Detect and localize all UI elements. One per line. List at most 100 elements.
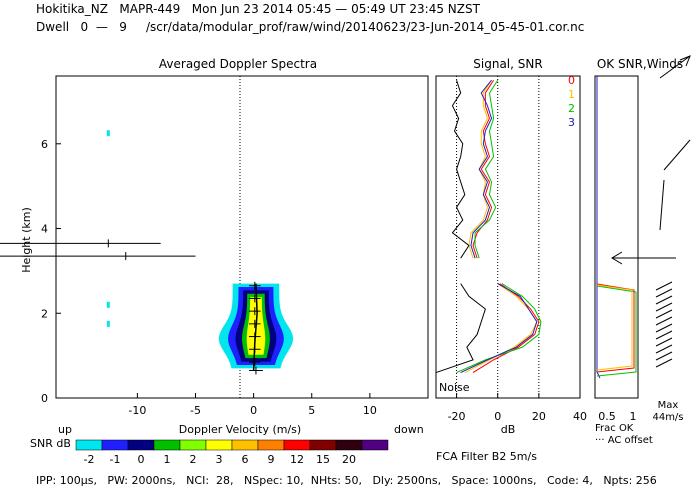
colorbar-label-4: 2: [190, 453, 197, 466]
colorbar-label-8: 12: [290, 453, 304, 466]
frac-ok-beam1: [596, 284, 633, 371]
colorbar-bin-7: [257, 439, 285, 451]
x-axis-title: Doppler Velocity (m/s): [179, 423, 301, 436]
frac-ok-left: [596, 282, 601, 379]
snr-axis-ticks: -20 0 20 40: [448, 393, 587, 423]
max-label: Max: [658, 400, 679, 411]
wind-barb-9: [655, 344, 673, 354]
beam-legend-0: 0: [568, 74, 575, 87]
beam-legend-2: 2: [568, 102, 575, 115]
y-tick-label-0: 0: [41, 392, 48, 405]
frac-ok-beam0: [596, 283, 635, 373]
winds-frame: [594, 75, 639, 399]
echo-speck-0: [106, 130, 110, 137]
down-label: down: [394, 423, 424, 436]
colorbar-bin-8: [283, 439, 311, 451]
snr-series-1-0: [464, 283, 538, 374]
colorbar-bin-6: [231, 439, 259, 451]
colorbar-bin-4: [179, 439, 207, 451]
x-tick-label-3: 5: [308, 404, 315, 417]
wind-barb-3: [655, 302, 673, 312]
spectra-wind-markers: [0, 239, 263, 375]
colorbar-bin-11: [361, 439, 389, 451]
snr-x-label: dB: [501, 423, 516, 436]
max-value: 44m/s: [652, 412, 683, 423]
colorbar-title: SNR dB: [30, 437, 71, 450]
colorbar-label-3: 1: [164, 453, 171, 466]
x-tick-label-0: -10: [128, 404, 146, 417]
header-line-2: Dwell 0 — 9 /scr/data/modular_prof/raw/w…: [36, 20, 585, 34]
up-label: up: [58, 423, 72, 436]
colorbar-label-5: 3: [216, 453, 223, 466]
winds-tick-1: 1: [630, 410, 637, 423]
snr-series-3-1: [470, 79, 493, 259]
colorbar-label-9: 15: [316, 453, 330, 466]
echo-speck-2: [106, 320, 110, 327]
colorbar-bin-10: [335, 439, 363, 451]
x-tick-label-4: 10: [363, 404, 377, 417]
wind-arrow-head-3: [679, 55, 691, 67]
snr-x-tick-label-1: 0: [494, 410, 501, 423]
wind-arrow-2: [663, 139, 691, 171]
wind-barb-10: [655, 351, 673, 361]
frac-ok-label: Frac OK: [595, 423, 634, 434]
beam-legend-1: 1: [568, 88, 575, 101]
y-tick-label-1: 2: [41, 307, 48, 320]
x-tick-label-1: -5: [190, 404, 201, 417]
y-tick-label-3: 6: [41, 138, 48, 151]
snr-series-noise-1: [451, 80, 470, 259]
colorbar-bin-9: [309, 439, 337, 451]
spectral-echo-contours: [106, 130, 294, 369]
wind-barb-1: [655, 288, 673, 298]
echo-centerline: [252, 283, 258, 371]
beam-legend-3: 3: [568, 116, 575, 129]
wind-barb-7: [655, 330, 673, 340]
snr-x-tick-label-3: 40: [573, 410, 587, 423]
winds-tick-0: 0.5: [598, 410, 616, 423]
snr-series-0-0: [472, 283, 540, 374]
snr-series-noise-0: [435, 283, 486, 374]
wind-arrow-1: [659, 179, 665, 231]
noise-label: Noise: [439, 381, 470, 394]
spectra-frame: [55, 75, 429, 399]
wind-arrow-head-0: [611, 251, 623, 265]
snr-frame: [435, 75, 581, 399]
wind-barb-8: [655, 337, 673, 347]
colorbar-bin-5: [205, 439, 233, 451]
spectra-title: Averaged Doppler Spectra: [159, 57, 317, 71]
header-line-1: Hokitika_NZ MAPR-449 Mon Jun 23 2014 05:…: [36, 2, 480, 16]
colorbar-label-6: 6: [242, 453, 249, 466]
ac-offset-label: ··· AC offset: [595, 435, 653, 446]
colorbar-bin-0: [75, 439, 103, 451]
winds-panel-title: OK SNR,Winds: [597, 57, 683, 71]
x-tick-label-2: 0: [250, 404, 257, 417]
colorbar-label-7: 9: [268, 453, 275, 466]
snr-series-3-0: [460, 283, 538, 374]
snr-grid: [456, 76, 540, 398]
snr-panel-title: Signal, SNR: [473, 57, 542, 71]
colorbar-bin-2: [127, 439, 155, 451]
colorbar-label-10: 20: [342, 453, 356, 466]
colorbar-label-0: -2: [84, 453, 95, 466]
colorbar-bin-1: [101, 439, 129, 451]
wind-arrow-3: [659, 55, 691, 79]
y-tick-label-2: 4: [41, 223, 48, 236]
filter-label: FCA Filter B2 5m/s: [436, 450, 537, 463]
snr-series: [435, 79, 542, 374]
wind-barb-4: [655, 309, 673, 319]
frac-ok-beam2: [596, 285, 637, 377]
wind-barb-6: [655, 323, 673, 333]
echo-speck-1: [106, 301, 110, 308]
wind-barb-11: [655, 358, 673, 368]
colorbar-label-2: 0: [138, 453, 145, 466]
colorbar-label-1: -1: [110, 453, 121, 466]
wind-barb-2: [655, 295, 673, 305]
colorbar-bin-3: [153, 439, 181, 451]
y-axis-title: Height (km): [20, 207, 33, 273]
spectra-axis-ticks: -10 -5 0 5 10 0 2 4 6: [41, 138, 377, 417]
snr-x-tick-label-0: -20: [448, 410, 466, 423]
snr-x-tick-label-2: 20: [532, 410, 546, 423]
snr-colorbar: -2 -1 0 1 2 3 6 9 12 15 20: [75, 439, 389, 466]
